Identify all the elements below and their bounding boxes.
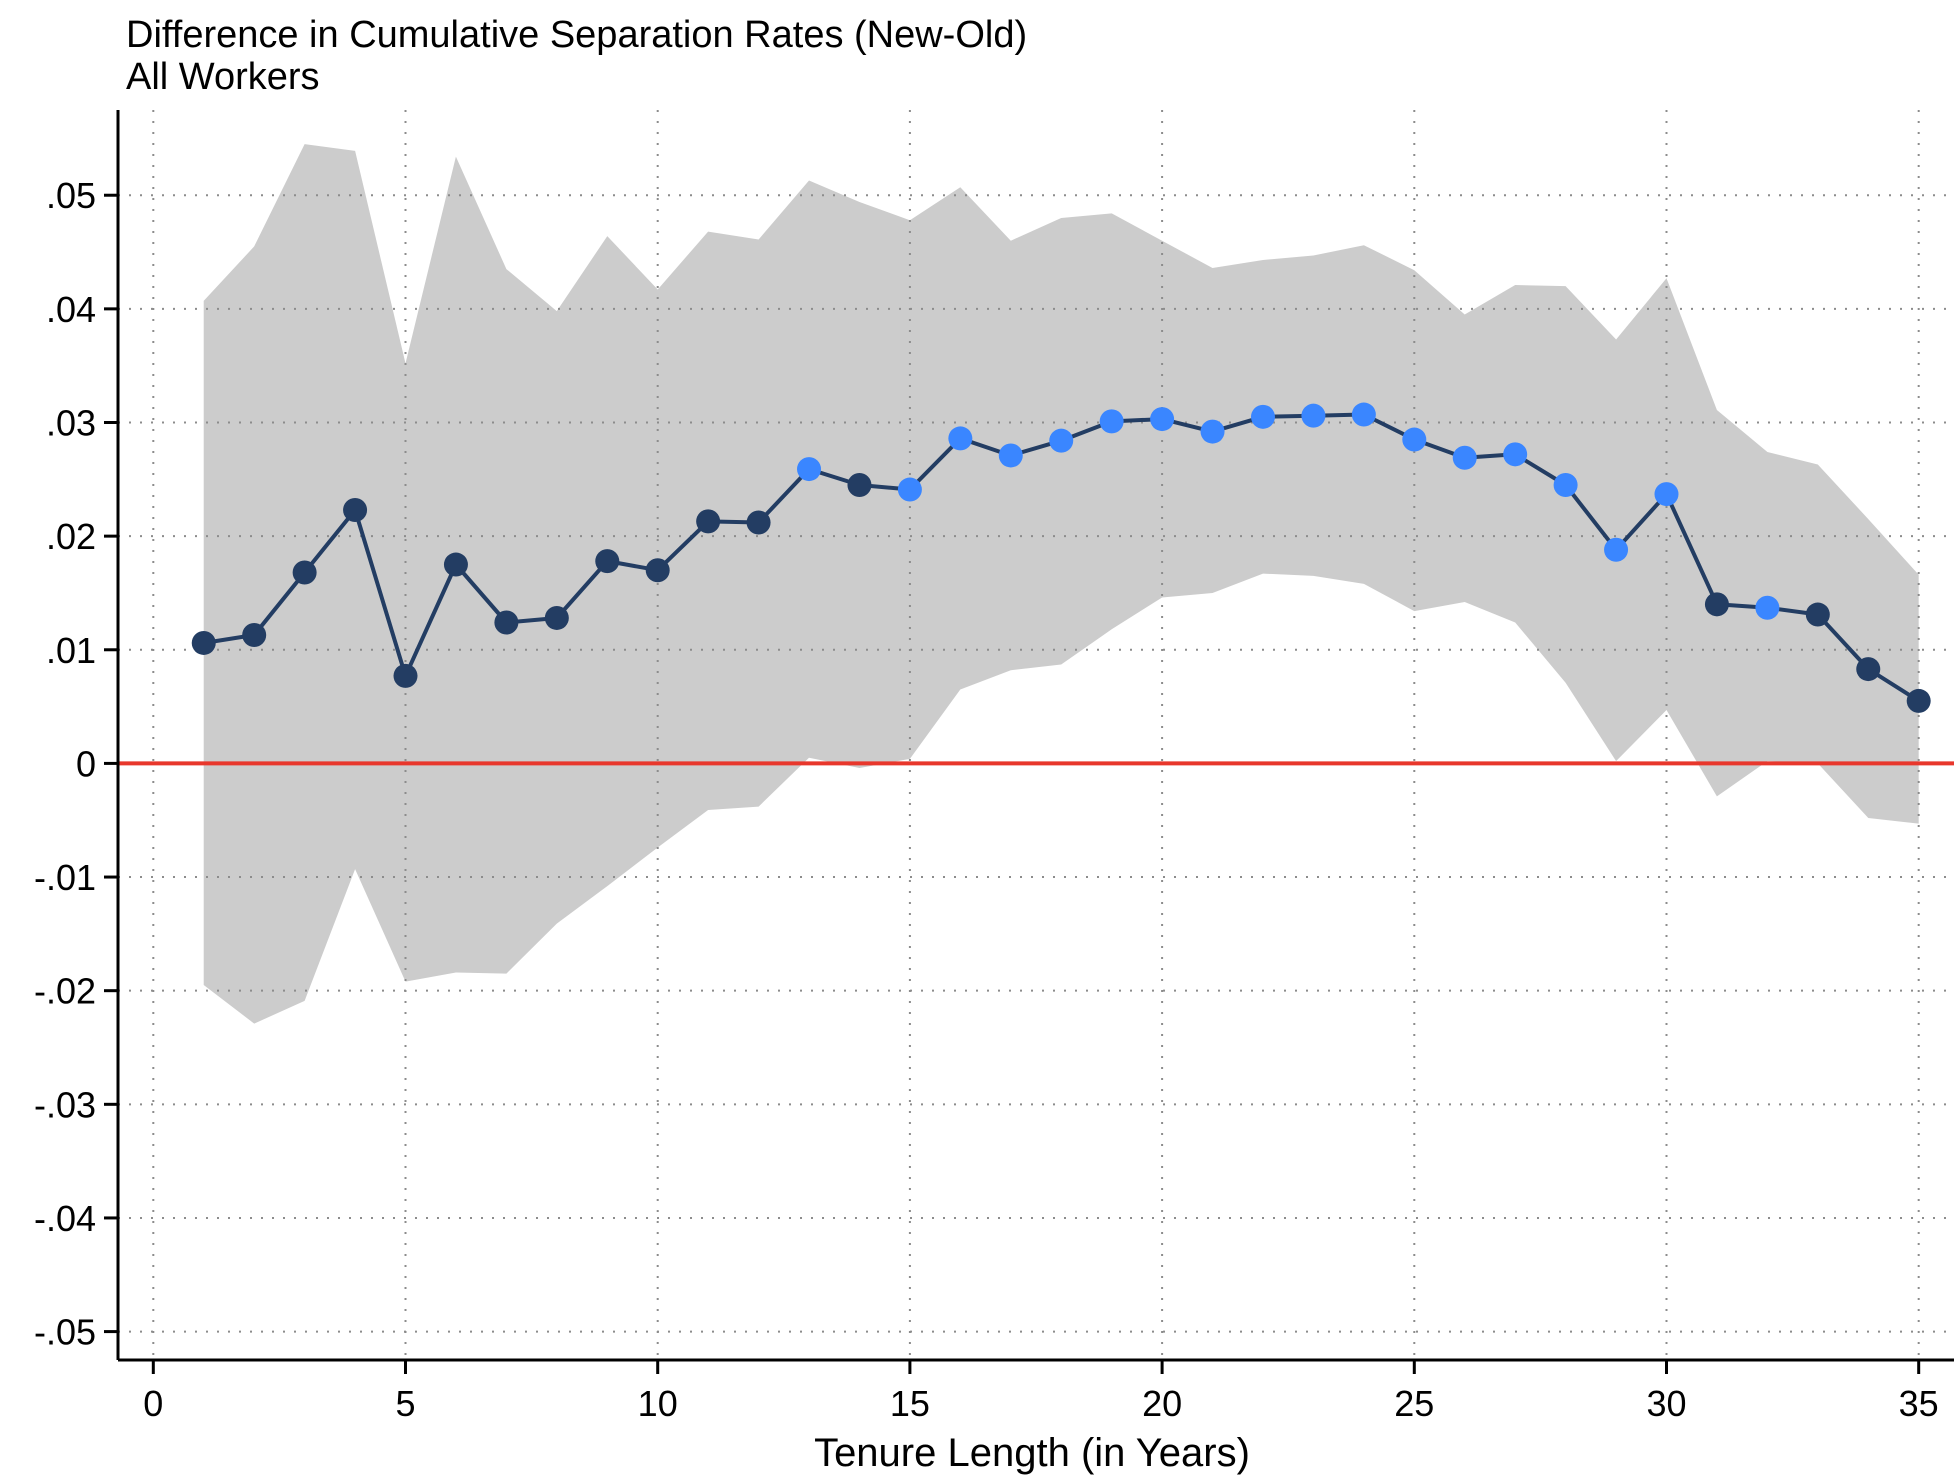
y-tick-label: .01 [46, 630, 96, 671]
data-point [1805, 602, 1830, 627]
data-point [1755, 595, 1780, 620]
y-ticks-layer: .05 .04 .03 .02 .01 0 -.01 -.02 -.03 -.04 -.05 [34, 175, 118, 1353]
data-point [1604, 537, 1629, 562]
data-point [1654, 482, 1679, 507]
x-ticks-layer: 0 5 10 15 20 25 30 35 [143, 1360, 1939, 1424]
y-tick-label: .02 [46, 516, 96, 557]
x-tick-label: 0 [143, 1383, 163, 1424]
y-tick-label: -.04 [34, 1198, 96, 1239]
axis-layer [116, 110, 1954, 1362]
y-tick-label: -.02 [34, 971, 96, 1012]
data-point [595, 549, 620, 574]
y-tick-label: -.01 [34, 857, 96, 898]
y-tick-label: -.03 [34, 1084, 96, 1125]
data-point [1452, 445, 1477, 470]
y-tick-label: .03 [46, 403, 96, 444]
data-point [1704, 592, 1729, 617]
data-point [746, 510, 771, 535]
data-point [1351, 402, 1376, 427]
y-tick-label: .04 [46, 289, 96, 330]
data-point [1301, 403, 1326, 428]
ci-band-layer [203, 144, 1919, 1024]
y-tick-label: -.05 [34, 1312, 96, 1353]
data-point [443, 552, 468, 577]
series-points-layer [191, 402, 1931, 713]
data-point [1503, 442, 1528, 467]
data-point [242, 623, 267, 647]
chart-subtitle: All Workers [126, 56, 320, 98]
data-point [393, 663, 418, 688]
data-point [1200, 419, 1225, 444]
data-point [645, 558, 670, 583]
x-tick-label: 20 [1142, 1383, 1182, 1424]
data-point [847, 473, 872, 497]
data-point [1150, 407, 1175, 432]
data-point [191, 630, 216, 655]
data-point [797, 457, 822, 482]
data-point [998, 443, 1023, 468]
data-point [696, 509, 721, 534]
data-point [1553, 473, 1578, 497]
data-point [1856, 657, 1881, 682]
x-tick-label: 5 [395, 1383, 415, 1424]
data-point [1250, 404, 1275, 429]
y-tick-label: .05 [46, 175, 96, 216]
x-tick-label: 25 [1394, 1383, 1434, 1424]
data-point [544, 605, 569, 630]
x-tick-label: 30 [1646, 1383, 1686, 1424]
data-point [1402, 427, 1427, 452]
x-tick-label: 10 [638, 1383, 678, 1424]
chart-title: Difference in Cumulative Separation Rate… [126, 14, 1027, 56]
y-tick-label: 0 [76, 743, 96, 784]
x-axis-title: Tenure Length (in Years) [814, 1431, 1250, 1475]
data-point [494, 610, 519, 635]
data-point [897, 477, 922, 502]
data-point [292, 560, 317, 585]
x-tick-label: 15 [890, 1383, 930, 1424]
data-point [1906, 688, 1931, 713]
data-point [343, 498, 368, 522]
data-point [1099, 409, 1124, 434]
x-tick-label: 35 [1899, 1383, 1939, 1424]
confidence-interval-band [203, 144, 1919, 1024]
data-point [1049, 428, 1074, 453]
data-point [948, 426, 973, 451]
